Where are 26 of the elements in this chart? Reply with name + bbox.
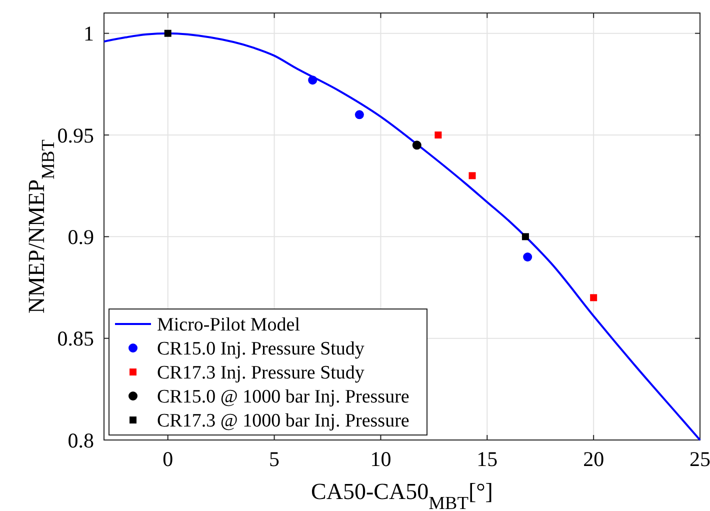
point xyxy=(354,110,364,120)
legend-label: CR15.0 @ 1000 bar Inj. Pressure xyxy=(157,386,410,408)
x-axis-title: CA50-CA50$_{MBT}$[°] xyxy=(311,479,493,511)
point xyxy=(522,233,529,240)
point xyxy=(164,30,172,37)
y-tick-label: 0.85 xyxy=(57,326,94,351)
legend-label: Micro-Pilot Model xyxy=(157,314,300,336)
y-tick-label: 0.95 xyxy=(57,123,94,148)
point xyxy=(412,140,422,150)
point xyxy=(523,252,532,262)
x-tick-label: 0 xyxy=(162,447,174,471)
point xyxy=(308,76,318,85)
y-tick-label: 0.9 xyxy=(68,225,94,250)
x-tick-label: 10 xyxy=(370,447,392,471)
y-tick-label: 1 xyxy=(84,22,94,46)
x-tick-label: 20 xyxy=(583,447,604,471)
legend-label: CR17.3 @ 1000 bar Inj. Pressure xyxy=(157,410,410,432)
legend-label: CR17.3 Inj. Pressure Study xyxy=(157,362,365,384)
x-tick-label: 5 xyxy=(269,447,280,471)
point xyxy=(434,132,442,138)
y-tick-label: 0.8 xyxy=(68,428,94,452)
point xyxy=(590,294,598,302)
x-tick-label: 25 xyxy=(690,447,710,471)
point xyxy=(468,172,476,180)
legend-label: CR15.0 Inj. Pressure Study xyxy=(157,338,365,360)
x-tick-label: 15 xyxy=(476,447,498,471)
